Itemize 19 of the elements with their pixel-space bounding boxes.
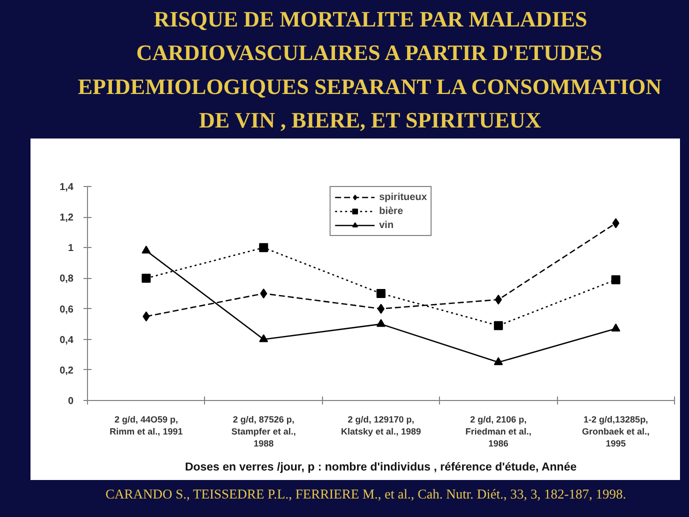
y-tick-label: 1	[68, 243, 74, 254]
chart-title: RISQUE DE MORTALITE PAR MALADIES CARDIOVASCULAIRES A PARTIR D'ETUDES EPIDEMIOLOGIQUES SEPARANT LA CONSOMMATION DE VIN , BIERE, ET SPIRITUEUX	[78, 6, 662, 133]
legend-label: bière	[379, 205, 404, 217]
y-tick-label: 1,4	[60, 182, 74, 193]
text: CARANDO S., TEISSEDRE P.L., FERRIERE M., et al., Cah. Nutr. Diét., 33, 3, 182-187, 1998.	[106, 486, 626, 502]
x-tick-label: 2 g/d, 2106 p, Friedman et al., 1986	[465, 414, 532, 448]
y-tick-label: 0,2	[60, 365, 74, 376]
y-tick-label: 0,6	[60, 304, 74, 316]
x-tick-label: 2 g/d, 44O59 p, Rimm et al., 1991	[110, 414, 183, 436]
legend-label: vin	[379, 219, 395, 231]
x-tick-label: 1-2 g/d,13285p, Gronbaek et al., 1995	[582, 414, 650, 448]
x-tick-label: 2 g/d, 87526 p, Stampfer et al., 1988	[231, 414, 296, 448]
y-tick-label: 0,8	[60, 274, 74, 285]
legend-label: spiritueux	[379, 191, 427, 203]
x-tick-label: 2 g/d, 129170 p, Klatsky et al., 1989	[340, 414, 422, 436]
y-tick-label: 0	[68, 396, 74, 407]
y-tick-label: 1,2	[60, 212, 74, 224]
y-tick-label: 0,4	[60, 334, 74, 346]
x-axis-title: Doses en verres /jour, p : nombre d'individus , référence d'étude, Année	[184, 462, 577, 474]
